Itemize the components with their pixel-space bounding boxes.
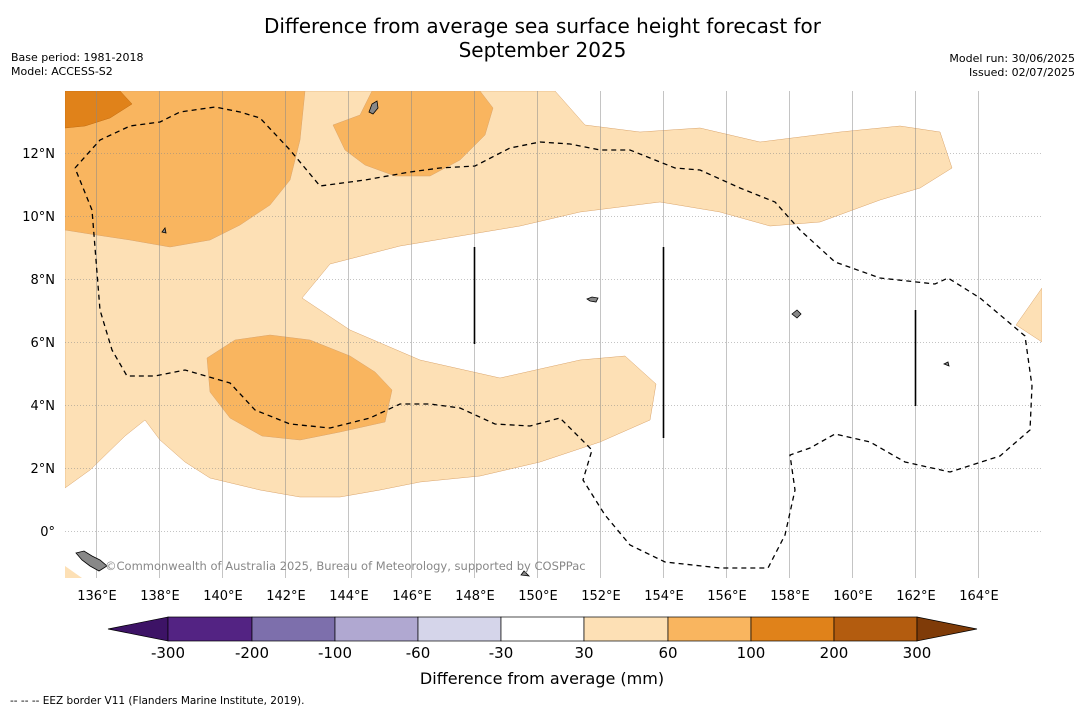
anomaly-region-100-200 [65, 91, 133, 129]
metadata-left: Base period: 1981-2018 Model: ACCESS-S2 [11, 51, 143, 79]
island-kosrae [943, 361, 950, 367]
colorbar-tick: 100 [737, 644, 766, 662]
lon-label: 146°E [392, 589, 432, 604]
colorbar-ticks: -300 -200 -100 -60 -30 30 60 100 200 300 [151, 644, 931, 662]
lat-label: 0° [40, 525, 55, 540]
colorbar-tick: 300 [903, 644, 932, 662]
title-line-2: September 2025 [458, 38, 627, 62]
lon-label: 136°E [77, 589, 117, 604]
colorbar-tick: -100 [318, 644, 352, 662]
metadata-right: Model run: 30/06/2025 Issued: 02/07/2025 [949, 52, 1075, 80]
model-name: Model: ACCESS-S2 [11, 65, 113, 78]
island-chuuk [586, 296, 599, 303]
lon-label: 148°E [455, 589, 495, 604]
issued-date: Issued: 02/07/2025 [968, 66, 1075, 79]
colorbar-tick: -200 [235, 644, 269, 662]
colorbar-tick: 30 [574, 644, 593, 662]
longitude-axis: 136°E 138°E 140°E 142°E 144°E 146°E 148°… [77, 589, 999, 604]
island-yap [368, 100, 379, 115]
colorbar-segment [583, 616, 669, 642]
eez-border-palau-fsm [74, 106, 1033, 569]
lat-label: 12°N [22, 147, 55, 162]
lon-label: 164°E [959, 589, 999, 604]
lat-label: 2°N [31, 462, 56, 477]
colorbar-tick: -60 [406, 644, 431, 662]
colorbar-segment [500, 616, 585, 642]
figure-title: Difference from average sea surface heig… [0, 14, 1085, 62]
colorbar-segment [417, 616, 502, 642]
island-small [520, 570, 531, 577]
lat-label: 10°N [22, 210, 55, 225]
colorbar-tick: 200 [820, 644, 849, 662]
colorbar-extend-low [107, 616, 169, 642]
lon-label: 158°E [770, 589, 810, 604]
lon-label: 144°E [329, 589, 369, 604]
lon-label: 138°E [140, 589, 180, 604]
colorbar [107, 616, 978, 642]
colorbar-tick: 60 [658, 644, 677, 662]
lon-label: 150°E [518, 589, 558, 604]
colorbar-segment [750, 616, 835, 642]
latitude-axis: 12°N 10°N 8°N 6°N 4°N 2°N 0° [22, 147, 55, 540]
lon-label: 156°E [707, 589, 747, 604]
anomaly-region-60-100-south [206, 334, 393, 441]
title-line-1: Difference from average sea surface heig… [263, 14, 822, 38]
eez-footnote: -- -- -- EEZ border V11 (Flanders Marine… [10, 695, 305, 707]
colorbar-tick: -300 [151, 644, 185, 662]
colorbar-segment [833, 616, 918, 642]
island-new-guinea-coast [75, 550, 108, 572]
lon-label: 140°E [203, 589, 243, 604]
colorbar-segment [667, 616, 752, 642]
lat-label: 8°N [31, 273, 56, 288]
watermark: ©Commonwealth of Australia 2025, Bureau … [105, 559, 586, 573]
base-period: Base period: 1981-2018 [11, 51, 144, 64]
island-pohnpei [791, 309, 802, 319]
lon-label: 142°E [266, 589, 306, 604]
island-small-2 [161, 227, 167, 234]
model-run: Model run: 30/06/2025 [949, 52, 1075, 65]
lat-label: 4°N [31, 399, 56, 414]
map-plot-area: ©Commonwealth of Australia 2025, Bureau … [65, 91, 1042, 578]
anomaly-region-60-100-northwest [65, 91, 306, 248]
colorbar-segment [167, 616, 253, 642]
islands [75, 100, 950, 577]
lon-label: 154°E [644, 589, 684, 604]
lat-label: 6°N [31, 336, 56, 351]
lon-label: 152°E [581, 589, 621, 604]
anomaly-region-30-60-corner [65, 566, 82, 578]
colorbar-segment [334, 616, 419, 642]
lon-label: 160°E [833, 589, 873, 604]
colorbar-extend-high [916, 616, 978, 642]
anomaly-region-30-60-east [1015, 287, 1042, 343]
colorbar-tick: -30 [489, 644, 514, 662]
colorbar-segment [251, 616, 336, 642]
lon-label: 162°E [896, 589, 936, 604]
colorbar-title: Difference from average (mm) [420, 669, 664, 688]
